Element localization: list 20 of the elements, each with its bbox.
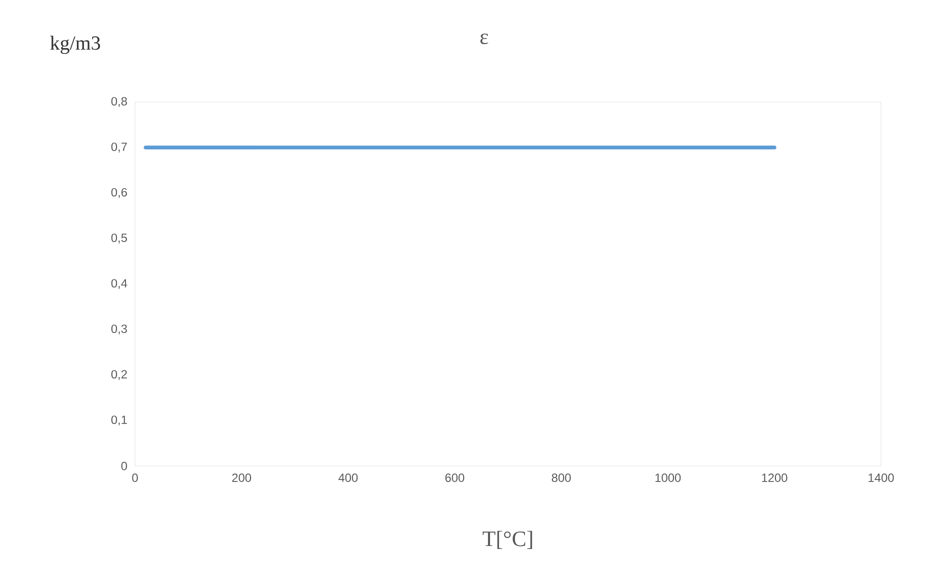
x-tick-label: 1000	[655, 474, 681, 482]
y-tick-label: 0,4	[111, 279, 128, 289]
chart-title: ε	[480, 34, 488, 44]
y-tick-label: 0,6	[111, 188, 127, 198]
x-tick-label: 1200	[762, 474, 788, 482]
x-tick-label: 400	[338, 474, 358, 482]
y-tick-label: 0,2	[111, 370, 127, 380]
x-tick-label: 0	[132, 474, 138, 482]
y-tick-label: 0,5	[111, 234, 127, 244]
y-tick-label: 0,3	[111, 324, 127, 334]
x-axis-title: T[°C]	[482, 530, 532, 549]
x-tick-label: 200	[232, 474, 252, 482]
x-tick-label: 600	[445, 474, 464, 482]
x-tick-label: 1400	[868, 474, 894, 482]
y-tick-label: 0,1	[111, 416, 127, 426]
x-tick-label: 800	[552, 474, 571, 482]
y-axis-title: kg/m3	[50, 36, 100, 54]
y-tick-label: 0,8	[111, 97, 127, 107]
y-tick-label: 0	[121, 462, 128, 470]
y-tick-label: 0,7	[111, 142, 127, 152]
